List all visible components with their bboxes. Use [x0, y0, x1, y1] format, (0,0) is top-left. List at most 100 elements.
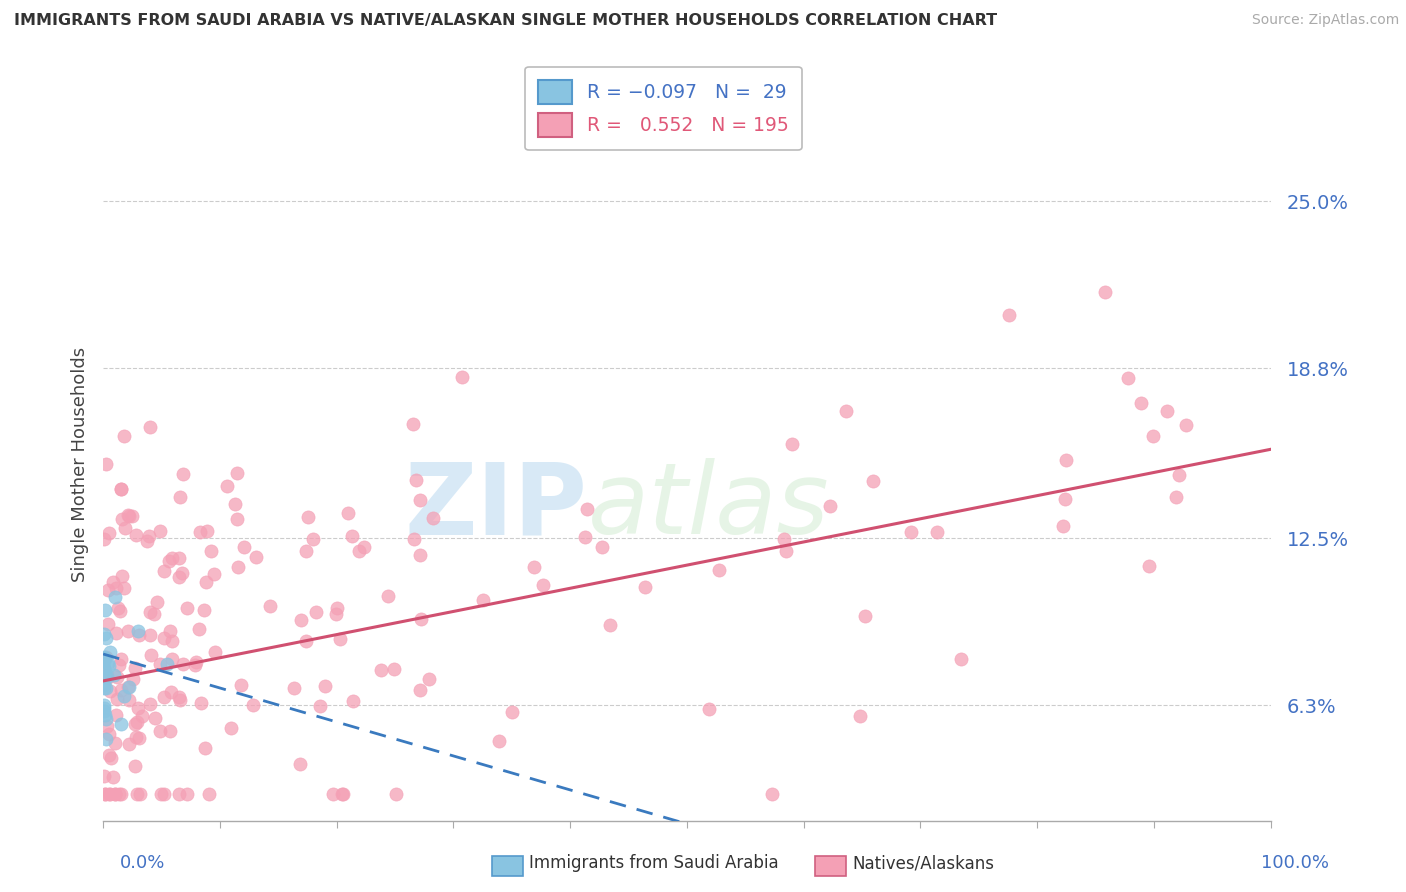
Point — [93, 662, 115, 676]
Point — [131, 708, 153, 723]
Point — [353, 540, 375, 554]
Point — [160, 551, 183, 566]
Point — [853, 609, 876, 624]
Point — [418, 672, 440, 686]
Point — [110, 482, 132, 496]
Point — [139, 420, 162, 434]
Point — [98, 787, 121, 801]
Point — [342, 529, 364, 543]
Point — [101, 575, 124, 590]
Point — [124, 661, 146, 675]
Point — [96, 671, 118, 685]
Point — [93, 660, 115, 674]
Point — [835, 403, 858, 417]
Point — [167, 787, 190, 801]
Point — [775, 544, 797, 558]
Point — [105, 692, 128, 706]
Point — [104, 787, 127, 801]
Point — [153, 565, 176, 579]
Point — [117, 680, 139, 694]
Point — [1053, 491, 1076, 506]
Point — [342, 694, 364, 708]
Point — [107, 657, 129, 672]
Point — [405, 473, 427, 487]
Point — [94, 732, 117, 747]
Point — [402, 417, 425, 431]
Point — [98, 727, 121, 741]
Point — [188, 524, 211, 539]
Point — [108, 787, 131, 801]
Point — [94, 708, 117, 723]
Point — [100, 751, 122, 765]
Point — [862, 475, 884, 489]
Point — [146, 595, 169, 609]
Point — [93, 627, 115, 641]
Point — [93, 704, 115, 718]
Point — [97, 525, 120, 540]
Point — [149, 724, 172, 739]
Y-axis label: Single Mother Households: Single Mother Households — [72, 347, 89, 582]
Point — [97, 656, 120, 670]
Point — [105, 670, 128, 684]
Text: 100.0%: 100.0% — [1261, 855, 1329, 872]
Point — [949, 652, 972, 666]
Point — [1142, 428, 1164, 442]
Point — [138, 529, 160, 543]
Point — [160, 634, 183, 648]
Point — [169, 569, 191, 583]
Point — [125, 787, 148, 801]
Point — [384, 787, 406, 801]
Point — [707, 563, 730, 577]
Point — [488, 734, 510, 748]
Point — [184, 655, 207, 669]
Point — [96, 583, 118, 598]
Point — [697, 702, 720, 716]
Point — [112, 581, 135, 595]
Point — [187, 623, 209, 637]
Point — [136, 534, 159, 549]
Point — [229, 678, 252, 692]
Point — [160, 652, 183, 666]
Point — [114, 521, 136, 535]
Point — [149, 657, 172, 671]
Point — [184, 657, 207, 672]
Legend: R = −0.097   N =  29, R =   0.552   N = 195: R = −0.097 N = 29, R = 0.552 N = 195 — [526, 67, 801, 151]
Point — [103, 770, 125, 784]
Point — [409, 549, 432, 563]
Point — [117, 508, 139, 523]
Point — [98, 787, 121, 801]
Point — [224, 497, 246, 511]
Point — [139, 627, 162, 641]
Point — [122, 672, 145, 686]
Point — [329, 632, 352, 646]
Point — [112, 689, 135, 703]
Point — [96, 631, 118, 645]
Point — [169, 693, 191, 707]
Point — [225, 512, 247, 526]
Point — [531, 577, 554, 591]
Point — [217, 479, 239, 493]
Point — [93, 701, 115, 715]
Point — [288, 757, 311, 772]
Point — [173, 657, 195, 671]
Point — [200, 543, 222, 558]
Point — [167, 690, 190, 704]
Text: IMMIGRANTS FROM SAUDI ARABIA VS NATIVE/ALASKAN SINGLE MOTHER HOUSEHOLDS CORRELAT: IMMIGRANTS FROM SAUDI ARABIA VS NATIVE/A… — [14, 13, 997, 29]
Point — [501, 705, 523, 719]
Point — [153, 631, 176, 645]
Point — [149, 524, 172, 538]
Point — [167, 550, 190, 565]
Point — [409, 492, 432, 507]
Point — [121, 509, 143, 524]
Point — [139, 648, 162, 662]
Point — [377, 589, 399, 603]
Point — [110, 652, 132, 666]
Point — [194, 741, 217, 756]
Point — [104, 787, 127, 801]
Point — [190, 697, 212, 711]
Point — [233, 541, 256, 555]
Point — [226, 466, 249, 480]
Point — [204, 644, 226, 658]
Point — [96, 649, 118, 664]
Point — [93, 654, 115, 668]
